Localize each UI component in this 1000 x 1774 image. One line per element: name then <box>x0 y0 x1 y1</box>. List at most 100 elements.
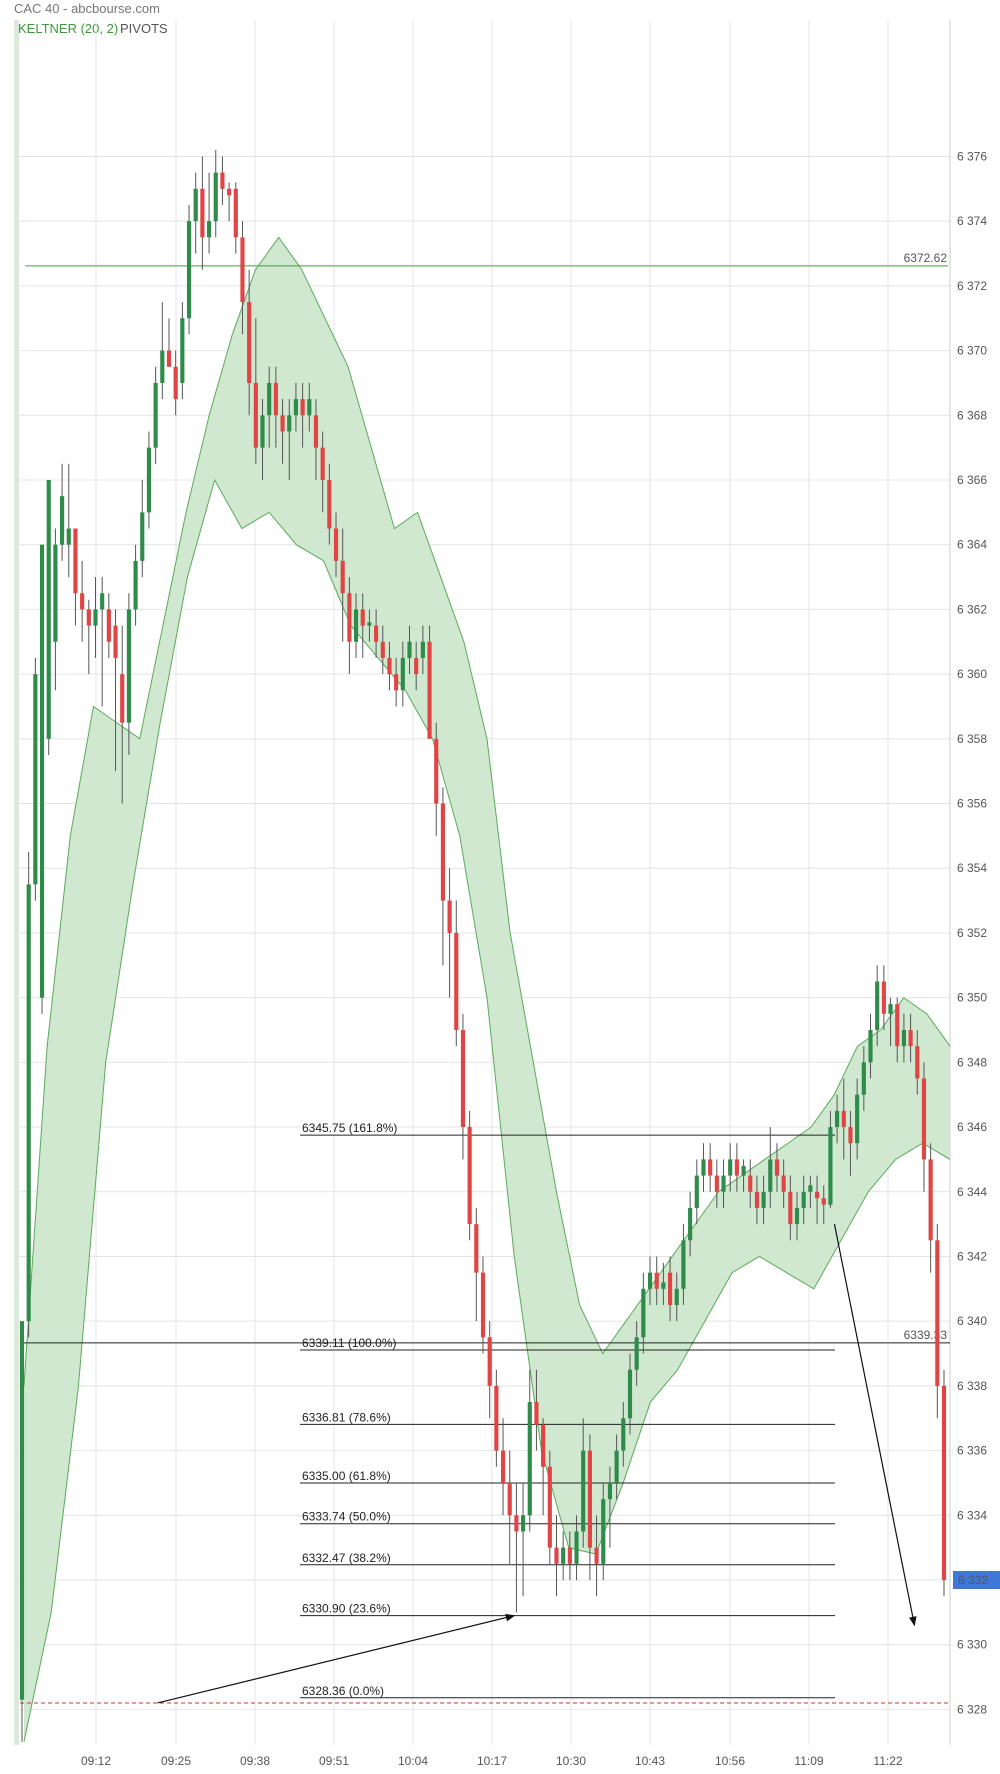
left-edge-strip <box>14 20 19 1745</box>
y-tick-label: 6 328 <box>957 1702 987 1716</box>
x-tick-label: 10:56 <box>715 1754 745 1768</box>
reference-label: 6339.33 <box>904 1328 948 1342</box>
candle-up <box>641 1288 646 1338</box>
candle-down <box>781 1175 786 1192</box>
y-tick-label: 6 342 <box>957 1249 987 1263</box>
candle-down <box>300 399 305 416</box>
candle-up <box>621 1418 626 1451</box>
candle-up <box>875 981 880 1030</box>
candle-up <box>828 1127 833 1205</box>
candle-down <box>374 625 379 642</box>
candle-up <box>293 399 298 416</box>
candle-down <box>748 1175 753 1192</box>
candle-down <box>280 415 285 432</box>
candle-down <box>273 382 278 416</box>
indicator-pivots[interactable]: PIVOTS <box>120 21 168 36</box>
fib-level-label: 6335.00 (61.8%) <box>302 1469 391 1483</box>
y-tick-label: 6 354 <box>957 861 987 875</box>
candle-down <box>80 593 85 610</box>
x-tick-label: 10:04 <box>398 1754 428 1768</box>
candle-up <box>581 1450 586 1532</box>
candle-up <box>39 544 45 998</box>
candle-up <box>353 609 359 642</box>
keltner-upper-line <box>23 236 951 1386</box>
candle-up <box>26 884 31 1322</box>
candle-down <box>333 528 339 561</box>
candle-up <box>701 1159 706 1176</box>
candle-down <box>460 1030 466 1128</box>
keltner-band <box>24 237 950 1742</box>
candle-up <box>627 1369 633 1419</box>
candle-up <box>400 657 405 691</box>
candle-up <box>901 1030 906 1047</box>
candle-down <box>380 641 385 658</box>
candle-down <box>427 641 432 739</box>
candle-down <box>327 480 332 529</box>
candle-down <box>935 1240 940 1386</box>
candle-down <box>921 1078 927 1160</box>
candle-up <box>761 1191 766 1208</box>
candle-up <box>768 1159 773 1192</box>
candle-up <box>100 593 105 610</box>
fib-level-label: 6332.47 (38.2%) <box>302 1551 391 1565</box>
candle-down <box>514 1515 519 1532</box>
candle-down <box>454 932 459 1030</box>
candle-down <box>340 560 345 594</box>
candle-down <box>941 1385 947 1580</box>
candle-up <box>728 1159 733 1176</box>
y-tick-label: 6 350 <box>957 991 987 1005</box>
indicator-keltner[interactable]: KELTNER (20, 2) <box>18 21 118 36</box>
candle-up <box>674 1288 679 1305</box>
candle-down <box>841 1110 846 1128</box>
candle-up <box>407 641 412 658</box>
candle-up <box>260 415 265 448</box>
candle-down <box>247 302 252 383</box>
current-price-label: 6 332 <box>958 1573 988 1587</box>
candle-up <box>561 1547 566 1564</box>
y-tick-label: 6 348 <box>957 1055 987 1069</box>
candle-down <box>547 1466 552 1548</box>
candle-down <box>594 1547 599 1564</box>
candle-down <box>654 1272 659 1289</box>
candle-up <box>661 1282 666 1289</box>
candle-up <box>574 1531 579 1564</box>
candle-up <box>19 1321 25 1700</box>
candle-up <box>46 480 51 739</box>
candle-up <box>33 674 38 885</box>
x-tick-label: 09:51 <box>319 1754 349 1768</box>
fib-level-label: 6330.90 (23.6%) <box>302 1602 391 1616</box>
candle-down <box>928 1159 933 1241</box>
current-price-badge <box>953 1571 1000 1589</box>
candle-up <box>146 447 152 513</box>
x-tick-label: 09:25 <box>161 1754 191 1768</box>
candle-down <box>754 1191 759 1208</box>
candle-up <box>601 1499 606 1564</box>
candle-up <box>855 1094 860 1144</box>
x-tick-label: 10:17 <box>477 1754 507 1768</box>
y-tick-label: 6 344 <box>957 1185 987 1199</box>
candle-up <box>694 1175 699 1208</box>
fib-level-label: 6333.74 (50.0%) <box>302 1510 391 1524</box>
candle-up <box>794 1207 800 1225</box>
y-tick-label: 6 366 <box>957 473 987 487</box>
candle-down <box>233 188 238 238</box>
candle-up <box>367 622 372 626</box>
candle-up <box>60 496 65 545</box>
candle-down <box>106 609 111 642</box>
x-tick-label: 11:09 <box>794 1754 823 1768</box>
candle-up <box>801 1191 806 1208</box>
candle-up <box>160 350 165 383</box>
y-tick-label: 6 362 <box>957 602 987 616</box>
y-tick-label: 6 336 <box>957 1444 987 1458</box>
fib-level-label: 6336.81 (78.6%) <box>302 1410 391 1424</box>
annotation-arrow <box>157 1613 516 1704</box>
x-tick-label: 11:22 <box>873 1754 902 1768</box>
candle-down <box>480 1272 486 1338</box>
candle-up <box>634 1337 639 1370</box>
candle-down <box>494 1385 499 1451</box>
candle-up <box>607 1482 613 1500</box>
candle-up <box>888 1004 893 1014</box>
candle-down <box>881 981 886 1014</box>
x-tick-label: 10:30 <box>556 1754 586 1768</box>
